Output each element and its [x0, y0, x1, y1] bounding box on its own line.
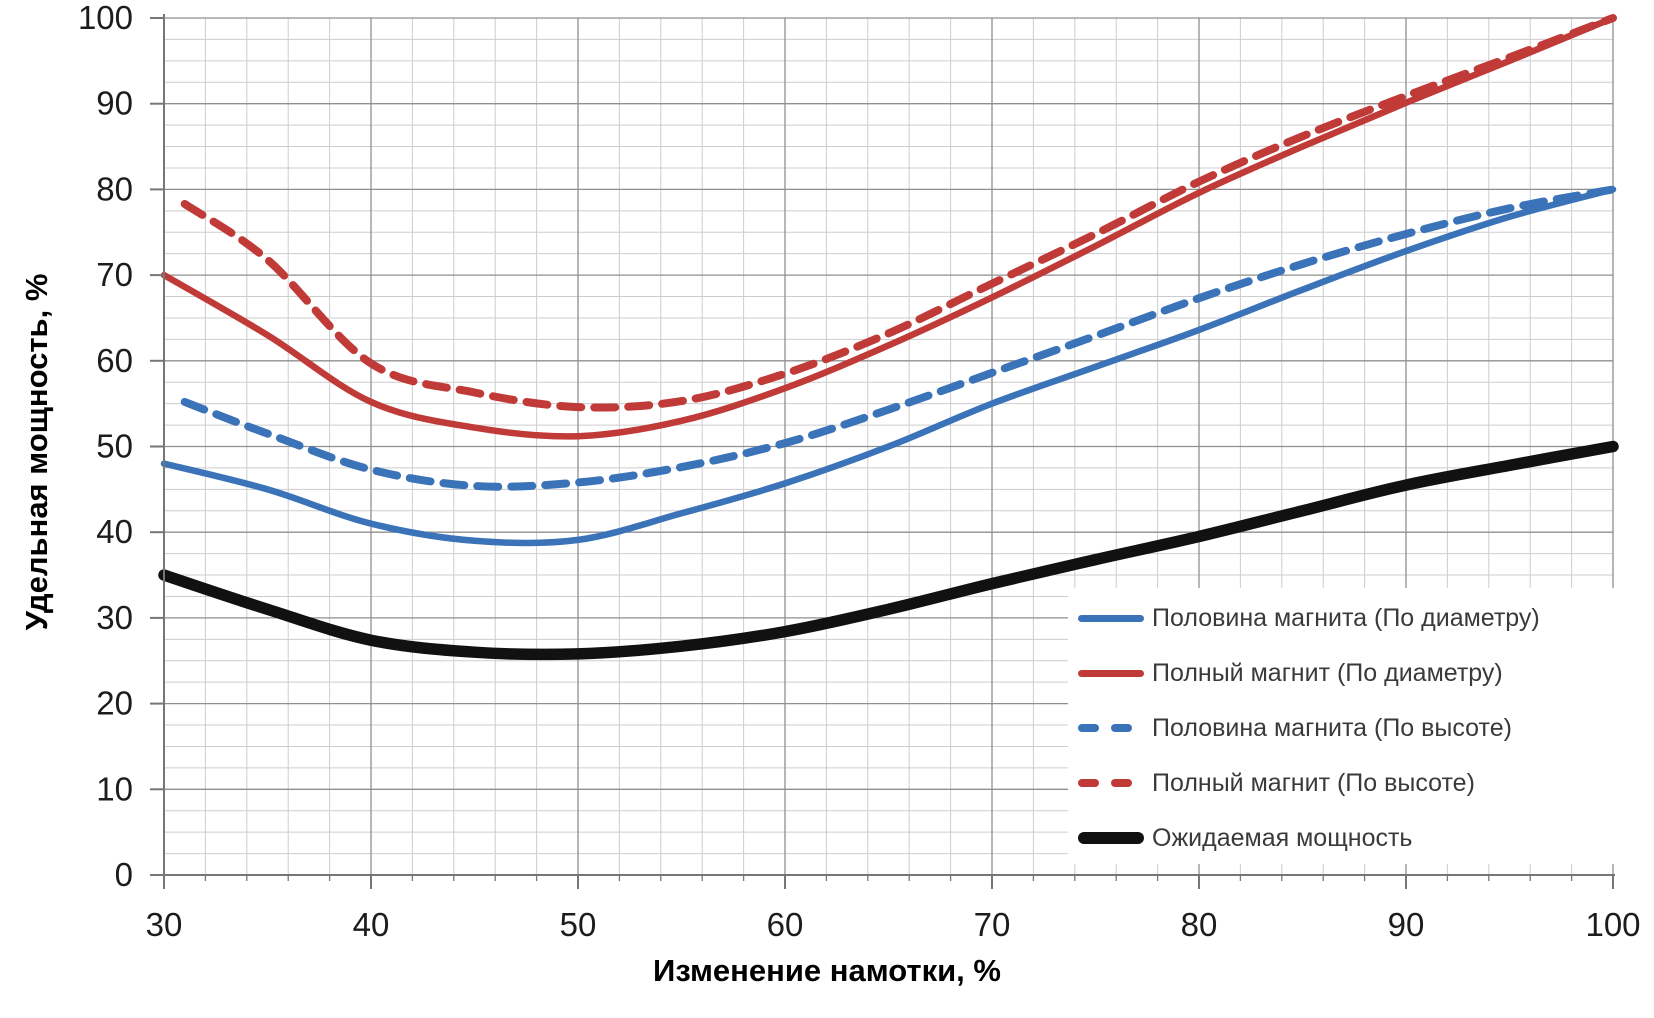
y-tick-label: 70 [96, 256, 133, 293]
x-tick-label: 40 [353, 906, 390, 943]
legend: Половина магнита (По диаметру) Полный ма… [1068, 588, 1614, 864]
legend-label: Полный магнит (По диаметру) [1152, 658, 1503, 687]
y-axis-title: Удельная мощность, % [19, 273, 54, 631]
x-tick-label: 50 [560, 906, 597, 943]
x-tick-label: 60 [767, 906, 804, 943]
y-tick-label: 10 [96, 770, 133, 807]
x-axis-title: Изменение намотки, % [653, 953, 1001, 988]
legend-swatch-blue-solid [1078, 614, 1144, 622]
y-tick-label: 40 [96, 513, 133, 550]
legend-swatch-red-solid [1078, 669, 1144, 677]
y-tick-label: 20 [96, 685, 133, 722]
y-tick-label: 80 [96, 170, 133, 207]
x-tick-label: 70 [974, 906, 1011, 943]
legend-item: Полный магнит (По диаметру) [1068, 651, 1614, 695]
y-tick-label: 0 [115, 856, 133, 893]
legend-item: Половина магнита (По высоте) [1068, 706, 1614, 750]
series-line-full-magnet-height [180, 14, 1617, 412]
x-tick-label: 80 [1181, 906, 1218, 943]
x-tick-label: 100 [1585, 906, 1640, 943]
legend-item: Ожидаемая мощность [1068, 816, 1614, 860]
y-tick-label: 100 [78, 0, 133, 36]
legend-label: Полный магнит (По высоте) [1152, 768, 1475, 797]
x-tick-label: 30 [146, 906, 183, 943]
legend-item: Половина магнита (По диаметру) [1068, 596, 1614, 640]
y-tick-label: 90 [96, 85, 133, 122]
series-line-half-magnet-diameter [160, 186, 1617, 547]
y-tick-label: 60 [96, 342, 133, 379]
y-tick-label: 50 [96, 428, 133, 465]
series-line-full-magnet-diameter [160, 14, 1617, 440]
legend-label: Половина магнита (По высоте) [1152, 713, 1512, 742]
legend-swatch-red-dashed [1078, 779, 1144, 787]
legend-item: Полный магнит (По высоте) [1068, 761, 1614, 805]
legend-label: Половина магнита (По диаметру) [1152, 603, 1540, 632]
x-tick-label: 90 [1388, 906, 1425, 943]
y-tick-label: 30 [96, 599, 133, 636]
legend-swatch-black-solid [1078, 832, 1144, 844]
legend-label: Ожидаемая мощность [1152, 823, 1413, 852]
series-line-half-magnet-height [180, 185, 1617, 491]
series-line-expected-power [158, 440, 1619, 661]
legend-swatch-blue-dashed [1078, 724, 1144, 732]
